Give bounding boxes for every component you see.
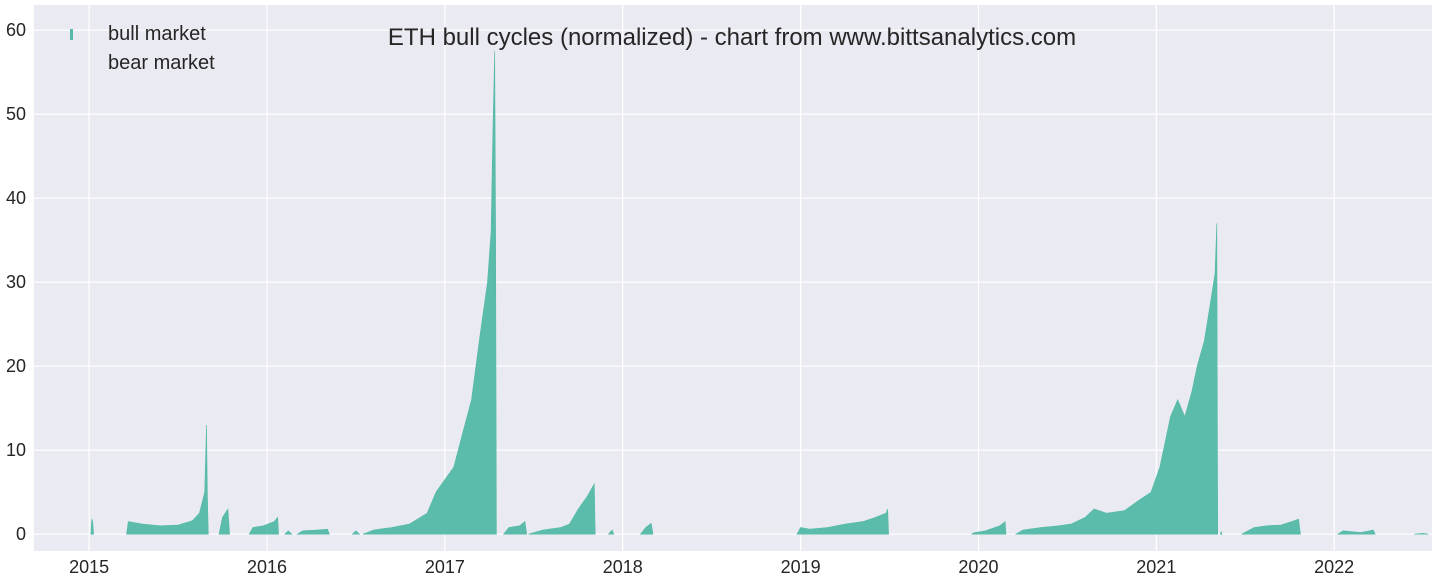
y-tick-label-10: 10 (6, 440, 26, 460)
bull-market-area-17 (1336, 529, 1376, 535)
y-tick-label-60: 60 (6, 20, 26, 40)
bull-market-area-9 (528, 482, 596, 535)
bull-market-area-3 (248, 516, 279, 535)
plot-background (34, 5, 1432, 551)
y-tick-label-0: 0 (16, 524, 26, 544)
x-tick-label-2019: 2019 (781, 557, 821, 577)
bull-market-series (90, 51, 1429, 535)
bull-market-area-18 (1414, 533, 1429, 535)
x-tick-label-2018: 2018 (603, 557, 643, 577)
x-axis-ticks: 2015 2016 2017 2018 2019 2020 2021 2022 (69, 557, 1354, 577)
y-tick-label-40: 40 (6, 188, 26, 208)
bull-market-area-7 (362, 51, 497, 535)
bull-market-area-5 (296, 528, 330, 535)
legend-label-bear-market: bear market (108, 52, 215, 74)
legend-label-bull-market: bull market (108, 23, 206, 45)
chart-title: ETH bull cycles (normalized) - chart fro… (388, 24, 1076, 51)
legend: bull market bear market (70, 23, 215, 74)
x-tick-label-2020: 2020 (958, 557, 998, 577)
bull-market-area-10 (607, 529, 615, 535)
grid (34, 5, 1432, 551)
y-axis-ticks: 0 10 20 30 40 50 60 (6, 20, 26, 544)
x-tick-label-2015: 2015 (69, 557, 109, 577)
y-tick-label-30: 30 (6, 272, 26, 292)
legend-swatch-bull-market (70, 29, 73, 40)
bull-market-area-0 (90, 518, 94, 535)
x-tick-label-2016: 2016 (247, 557, 287, 577)
bull-market-area-11 (639, 522, 654, 535)
y-tick-label-50: 50 (6, 104, 26, 124)
bull-market-area-15 (1219, 530, 1223, 535)
bull-market-area-6 (351, 530, 361, 535)
y-tick-label-20: 20 (6, 356, 26, 376)
bull-market-area-8 (502, 521, 528, 535)
bull-market-area-12 (796, 508, 889, 535)
bull-market-area-1 (126, 424, 209, 535)
bull-market-area-14 (1014, 223, 1219, 535)
bull-market-area-4 (284, 530, 293, 535)
x-tick-label-2022: 2022 (1314, 557, 1354, 577)
bull-market-area-13 (971, 521, 1007, 535)
bull-market-area-2 (218, 508, 230, 535)
x-tick-label-2021: 2021 (1136, 557, 1176, 577)
bull-market-area-16 (1241, 518, 1301, 535)
x-tick-label-2017: 2017 (425, 557, 465, 577)
